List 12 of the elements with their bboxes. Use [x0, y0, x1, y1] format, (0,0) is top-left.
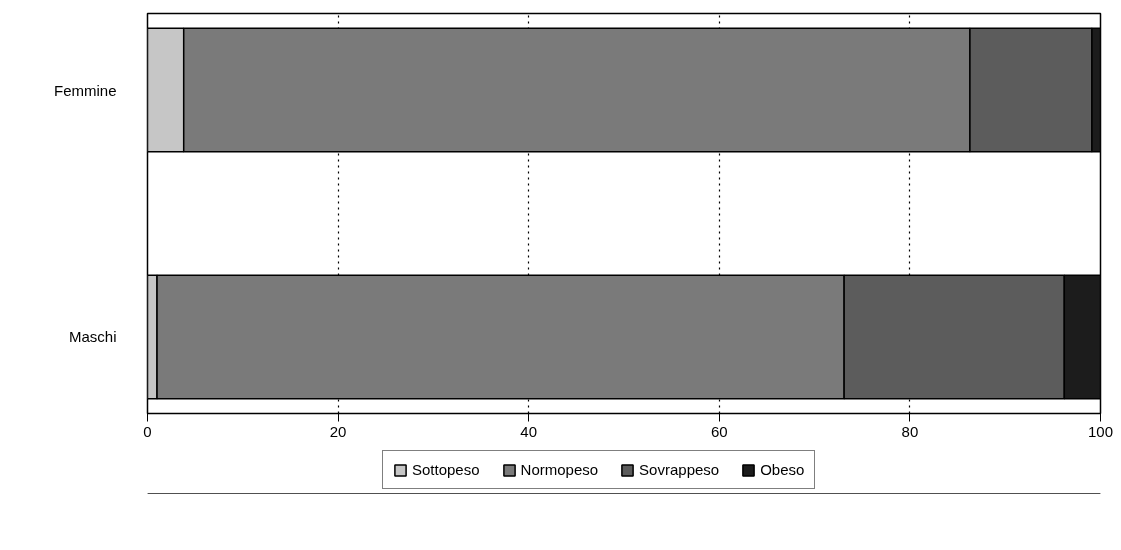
x-tick-label: 40: [520, 422, 538, 440]
x-tick-label: 100: [1087, 422, 1114, 440]
legend-label: Sottopeso: [412, 461, 480, 478]
legend-label: Normopeso: [520, 461, 599, 478]
x-tick-label: 0: [143, 422, 152, 440]
legend-label: Obeso: [760, 461, 805, 478]
y-tick-label: Maschi: [68, 328, 117, 346]
legend-label: Sovrappeso: [639, 461, 720, 478]
x-tick-label: 60: [710, 422, 728, 440]
x-tick-label: 80: [901, 422, 919, 440]
x-tick-label: 20: [329, 422, 347, 440]
y-tick-label: Femmine: [53, 81, 117, 99]
